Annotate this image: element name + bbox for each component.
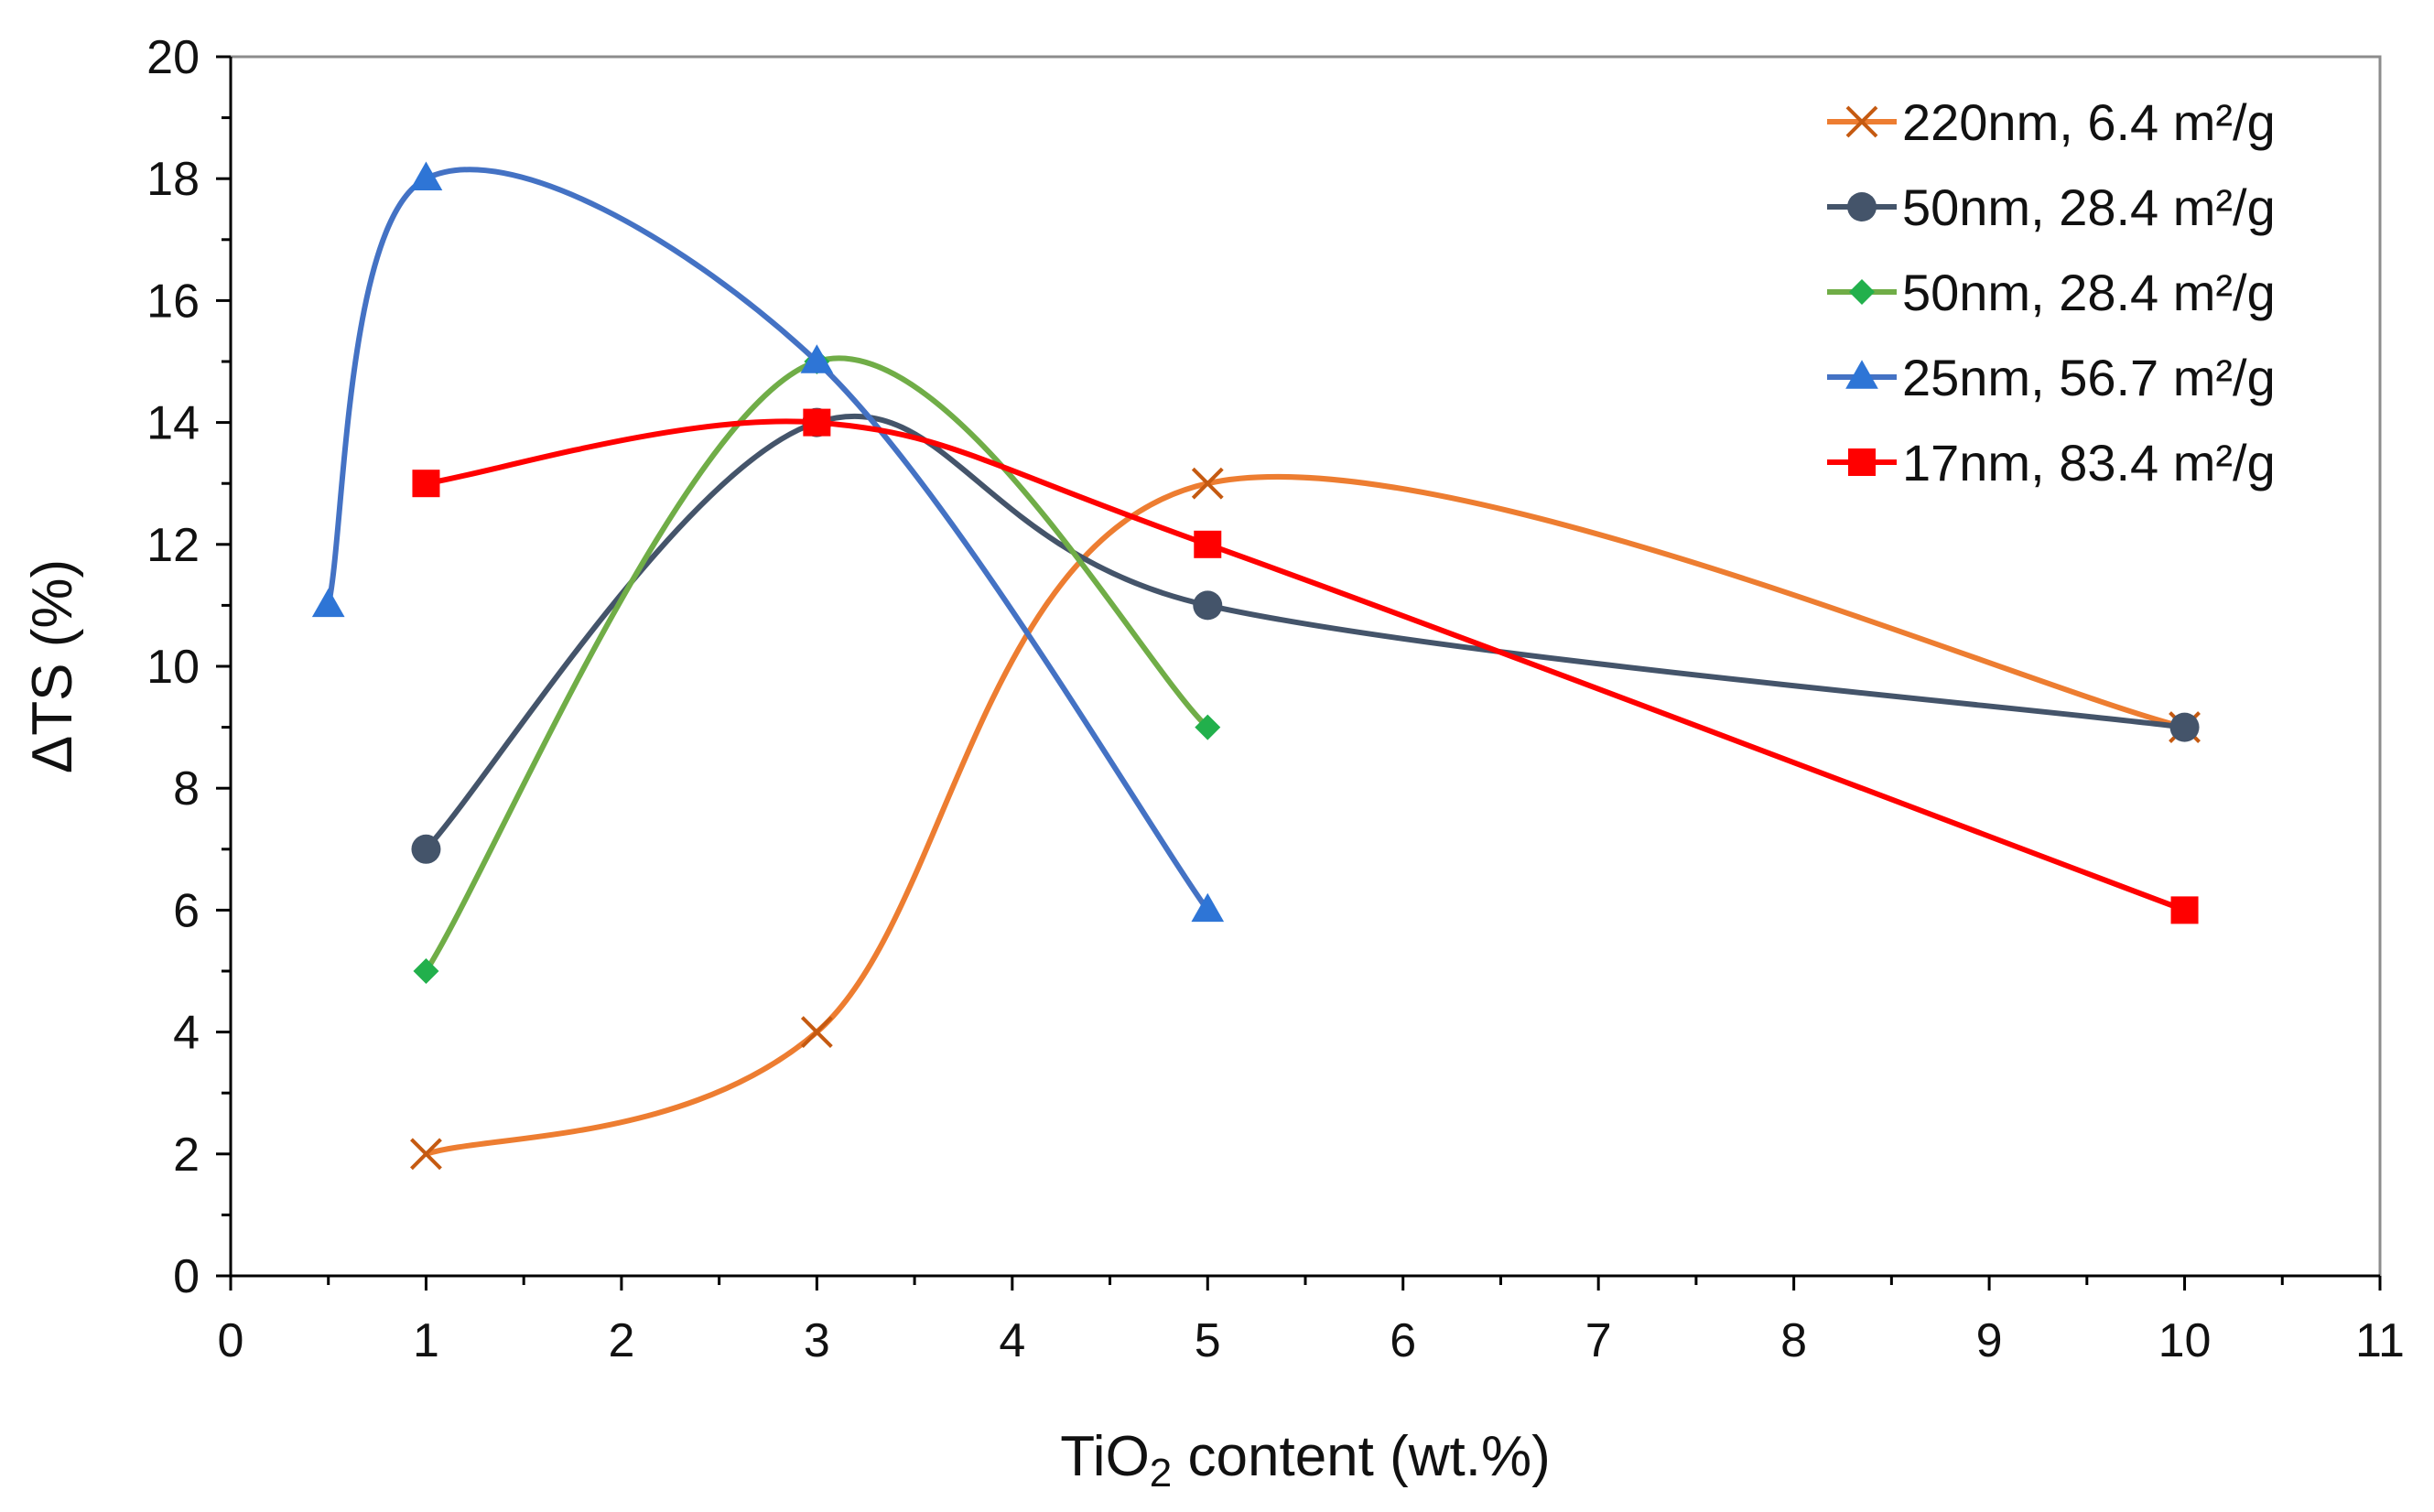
marker-stroke xyxy=(800,1016,833,1049)
x-tick-label: 5 xyxy=(1195,1314,1221,1367)
x-axis-title-subscript: 2 xyxy=(1150,1451,1172,1496)
x-tick-label: 11 xyxy=(2355,1314,2405,1367)
legend-marker xyxy=(1848,448,1876,476)
data-point xyxy=(413,958,439,984)
x-axis-title-part: TiO xyxy=(1060,1425,1150,1488)
data-series xyxy=(311,161,2201,1171)
series-line xyxy=(423,414,2188,852)
data-point xyxy=(800,1016,833,1049)
legend-label: 17nm, 83.4 m²/g xyxy=(1902,434,2276,491)
marker-stroke xyxy=(1191,467,1224,500)
series-line xyxy=(423,355,1211,974)
series-5 xyxy=(412,408,2199,924)
data-point xyxy=(412,470,440,498)
data-point xyxy=(1195,714,1221,740)
x-tick-label: 6 xyxy=(1390,1314,1416,1367)
legend-item: 50nm, 28.4 m²/g xyxy=(1827,178,2276,236)
y-tick-label: 0 xyxy=(173,1250,200,1303)
x-axis-title-part: content (wt.%) xyxy=(1172,1425,1550,1488)
legend-label: 25nm, 56.7 m²/g xyxy=(1902,349,2276,406)
y-tick-label: 10 xyxy=(146,641,200,694)
x-tick-label: 3 xyxy=(804,1314,830,1367)
legend-item: 220nm, 6.4 m²/g xyxy=(1827,93,2276,151)
series-line xyxy=(325,167,1211,913)
data-point xyxy=(803,408,831,437)
x-tick-label: 0 xyxy=(218,1314,244,1367)
legend-marker xyxy=(1845,105,1878,138)
data-point xyxy=(2170,896,2199,924)
legend-label: 50nm, 28.4 m²/g xyxy=(1902,264,2276,321)
data-point xyxy=(410,1138,442,1171)
data-point xyxy=(1194,530,1222,558)
x-axis-title: TiO2 content (wt.%) xyxy=(1060,1425,1551,1496)
y-tick-label: 4 xyxy=(173,1007,200,1060)
series-line xyxy=(423,473,2188,1157)
data-point xyxy=(409,161,443,190)
legend-marker xyxy=(1849,279,1875,305)
legend-label: 220nm, 6.4 m²/g xyxy=(1902,93,2276,151)
data-point xyxy=(1193,590,1223,621)
marker-stroke xyxy=(410,1138,442,1171)
series-line xyxy=(423,418,2188,913)
legend-item: 17nm, 83.4 m²/g xyxy=(1827,434,2276,491)
legend-label: 50nm, 28.4 m²/g xyxy=(1902,178,2276,236)
legend: 220nm, 6.4 m²/g 50nm, 28.4 m²/g 50nm, 28.4… xyxy=(1827,93,2276,491)
y-tick-label: 2 xyxy=(173,1129,200,1182)
x-tick-label: 9 xyxy=(1976,1314,2003,1367)
y-tick-label: 16 xyxy=(146,275,200,328)
x-tick-label: 10 xyxy=(2158,1314,2212,1367)
plot-area-border xyxy=(229,55,2382,1278)
y-tick-label: 8 xyxy=(173,762,200,815)
y-tick-label: 14 xyxy=(146,397,200,450)
y-tick-label: 6 xyxy=(173,884,200,937)
legend-item: 25nm, 56.7 m²/g xyxy=(1827,349,2276,406)
legend-marker xyxy=(1845,360,1878,389)
data-point xyxy=(1191,467,1224,500)
y-tick-label: 20 xyxy=(146,31,200,84)
series-3 xyxy=(413,349,1221,984)
x-tick-label: 1 xyxy=(413,1314,439,1367)
data-point xyxy=(800,344,834,373)
x-tick-label: 4 xyxy=(999,1314,1025,1367)
data-point xyxy=(1191,892,1225,923)
data-point xyxy=(311,588,345,618)
series-4 xyxy=(311,161,1225,923)
legend-marker xyxy=(1847,192,1877,221)
y-tick-label: 18 xyxy=(146,153,200,206)
x-tick-label: 7 xyxy=(1585,1314,1612,1367)
legend-item: 50nm, 28.4 m²/g xyxy=(1827,264,2276,321)
marker-stroke xyxy=(1845,105,1878,138)
x-tick-label: 2 xyxy=(608,1314,634,1367)
data-point xyxy=(411,834,441,864)
y-tick-label: 12 xyxy=(146,519,200,572)
data-point xyxy=(2169,712,2200,742)
y-axis-title: ΔTS (%) xyxy=(21,559,84,773)
series-1 xyxy=(410,467,2201,1171)
x-tick-label: 8 xyxy=(1780,1314,1807,1367)
